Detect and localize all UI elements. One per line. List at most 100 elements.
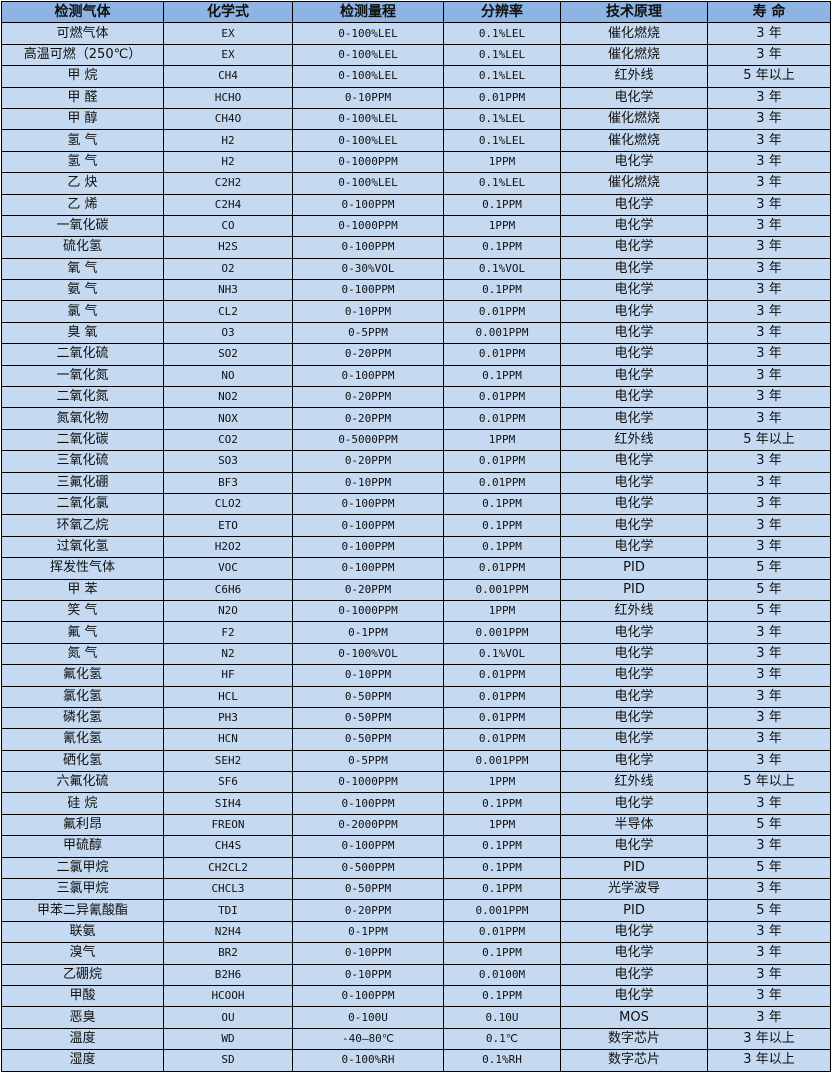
cell-principle: 催化燃烧 bbox=[560, 172, 708, 195]
cell-range: 0-100%LEL bbox=[292, 65, 444, 88]
cell-gas: 六氟化硫 bbox=[1, 771, 164, 794]
table-row: 磷化氢 PH3 0-50PPM 0.01PPM 电化学 3 年 bbox=[1, 706, 831, 730]
table-row: 甲 醇 CH4O 0-100%LEL 0.1%LEL 催化燃烧 3 年 bbox=[1, 107, 831, 131]
cell-resolution: 0.01PPM bbox=[443, 920, 561, 944]
cell-resolution: 0.01PPM bbox=[443, 407, 561, 430]
table-row: 一氧化氮 NO 0-100PPM 0.1PPM 电化学 3 年 bbox=[1, 364, 831, 388]
table-row: 三氯甲烷 CHCL3 0-50PPM 0.1PPM 光学波导 3 年 bbox=[1, 878, 831, 901]
cell-principle: 电化学 bbox=[560, 279, 708, 302]
table-row: 甲苯二异氰酸酯 TDI 0-20PPM 0.001PPM PID 5 年 bbox=[1, 899, 831, 922]
cell-range: 0-50PPM bbox=[292, 706, 444, 730]
cell-resolution: 0.01PPM bbox=[443, 450, 561, 473]
cell-gas: 甲硫醇 bbox=[1, 835, 164, 858]
cell-resolution: 0.1PPM bbox=[443, 835, 561, 858]
cell-range: 0-1PPM bbox=[292, 920, 444, 944]
cell-range: 0-100PPM bbox=[292, 236, 444, 259]
cell-principle: 电化学 bbox=[560, 321, 708, 345]
cell-gas: 氰化氢 bbox=[1, 728, 164, 751]
table-row: 一氧化碳 CO 0-1000PPM 1PPM 电化学 3 年 bbox=[1, 214, 831, 238]
column-header-range: 检测量程 bbox=[292, 0, 444, 24]
cell-range: 0-5PPM bbox=[292, 321, 444, 345]
cell-formula: CH2CL2 bbox=[163, 856, 293, 880]
cell-gas: 氢 气 bbox=[1, 129, 164, 152]
table-row: 高温可燃（250℃） EX 0-100%LEL 0.1%LEL 催化燃烧 3 年 bbox=[1, 43, 831, 67]
cell-formula: N2 bbox=[163, 642, 293, 666]
cell-range: 0-1000PPM bbox=[292, 214, 444, 238]
cell-gas: 臭 氧 bbox=[1, 321, 164, 345]
table-row: 湿度 SD 0-100%RH 0.1%RH 数字芯片 3 年以上 bbox=[1, 1049, 831, 1072]
cell-resolution: 0.01PPM bbox=[443, 386, 561, 409]
cell-range: 0-100PPM bbox=[292, 193, 444, 216]
cell-formula: EX bbox=[163, 43, 293, 67]
cell-resolution: 1PPM bbox=[443, 771, 561, 794]
cell-gas: 过氧化氢 bbox=[1, 535, 164, 559]
cell-principle: 电化学 bbox=[560, 86, 708, 109]
cell-formula: NH3 bbox=[163, 279, 293, 302]
cell-resolution: 0.1PPM bbox=[443, 364, 561, 388]
cell-gas: 二氧化碳 bbox=[1, 428, 164, 452]
cell-principle: 电化学 bbox=[560, 642, 708, 666]
cell-resolution: 0.1PPM bbox=[443, 856, 561, 880]
cell-resolution: 0.01PPM bbox=[443, 86, 561, 109]
cell-gas: 溴气 bbox=[1, 942, 164, 965]
cell-range: 0-10PPM bbox=[292, 300, 444, 323]
table-row: 氯 气 CL2 0-10PPM 0.01PPM 电化学 3 年 bbox=[1, 300, 831, 323]
cell-lifetime: 3 年 bbox=[707, 792, 831, 815]
cell-lifetime: 3 年 bbox=[707, 728, 831, 751]
cell-formula: O2 bbox=[163, 257, 293, 281]
cell-principle: 半导体 bbox=[560, 813, 708, 837]
cell-formula: F2 bbox=[163, 621, 293, 644]
cell-principle: 电化学 bbox=[560, 214, 708, 238]
cell-lifetime: 3 年 bbox=[707, 300, 831, 323]
table-row: 三氟化硼 BF3 0-10PPM 0.01PPM 电化学 3 年 bbox=[1, 471, 831, 494]
cell-lifetime: 3 年 bbox=[707, 129, 831, 152]
cell-gas: 氟化氢 bbox=[1, 664, 164, 687]
cell-lifetime: 3 年 bbox=[707, 471, 831, 494]
cell-range: 0-30%VOL bbox=[292, 257, 444, 281]
cell-gas: 二氧化硫 bbox=[1, 343, 164, 366]
cell-lifetime: 5 年以上 bbox=[707, 65, 831, 88]
table-row: 硒化氢 SEH2 0-5PPM 0.001PPM 电化学 3 年 bbox=[1, 749, 831, 773]
cell-resolution: 0.0100M bbox=[443, 963, 561, 986]
cell-principle: 电化学 bbox=[560, 963, 708, 986]
cell-gas: 挥发性气体 bbox=[1, 557, 164, 580]
cell-resolution: 0.1%VOL bbox=[443, 257, 561, 281]
cell-lifetime: 3 年 bbox=[707, 984, 831, 1008]
cell-lifetime: 3 年以上 bbox=[707, 1049, 831, 1072]
cell-gas: 氢 气 bbox=[1, 150, 164, 174]
cell-lifetime: 3 年 bbox=[707, 878, 831, 901]
cell-resolution: 0.1PPM bbox=[443, 514, 561, 537]
cell-lifetime: 3 年 bbox=[707, 535, 831, 559]
cell-resolution: 0.001PPM bbox=[443, 578, 561, 601]
cell-principle: 催化燃烧 bbox=[560, 43, 708, 67]
cell-formula: O3 bbox=[163, 321, 293, 345]
table-header-row: 检测气体 化学式 检测量程 分辨率 技术原理寿 命 bbox=[1, 0, 831, 24]
cell-lifetime: 3 年 bbox=[707, 150, 831, 174]
table-row: 笑 气 N2O 0-1000PPM 1PPM 红外线 5 年 bbox=[1, 599, 831, 623]
table-row: 氮氧化物 NOX 0-20PPM 0.01PPM 电化学 3 年 bbox=[1, 407, 831, 430]
table-row: 恶臭 OU 0-100U 0.10U MOS 3 年 bbox=[1, 1006, 831, 1029]
table-row: 甲 醛 HCHO 0-10PPM 0.01PPM 电化学 3 年 bbox=[1, 86, 831, 109]
cell-formula: HF bbox=[163, 664, 293, 687]
cell-gas: 氧 气 bbox=[1, 257, 164, 281]
table-row: 二氧化氮 NO2 0-20PPM 0.01PPM 电化学 3 年 bbox=[1, 386, 831, 409]
table-body: 可燃气体 EX 0-100%LEL 0.1%LEL 催化燃烧 3 年高温可燃（250℃） E… bbox=[1, 22, 831, 1072]
cell-principle: 电化学 bbox=[560, 364, 708, 388]
cell-range: 0-1000PPM bbox=[292, 771, 444, 794]
cell-principle: 电化学 bbox=[560, 300, 708, 323]
cell-resolution: 0.001PPM bbox=[443, 899, 561, 922]
cell-gas: 氟利昂 bbox=[1, 813, 164, 837]
cell-gas: 磷化氢 bbox=[1, 706, 164, 730]
cell-resolution: 0.1PPM bbox=[443, 878, 561, 901]
cell-lifetime: 3 年 bbox=[707, 942, 831, 965]
cell-principle: 电化学 bbox=[560, 193, 708, 216]
cell-formula: HCHO bbox=[163, 86, 293, 109]
cell-resolution: 0.10U bbox=[443, 1006, 561, 1029]
cell-gas: 三氟化硼 bbox=[1, 471, 164, 494]
cell-gas: 温度 bbox=[1, 1027, 164, 1051]
cell-lifetime: 5 年 bbox=[707, 856, 831, 880]
cell-gas: 甲 苯 bbox=[1, 578, 164, 601]
cell-range: 0-50PPM bbox=[292, 878, 444, 901]
cell-range: 0-20PPM bbox=[292, 407, 444, 430]
cell-range: -40—80℃ bbox=[292, 1027, 444, 1051]
